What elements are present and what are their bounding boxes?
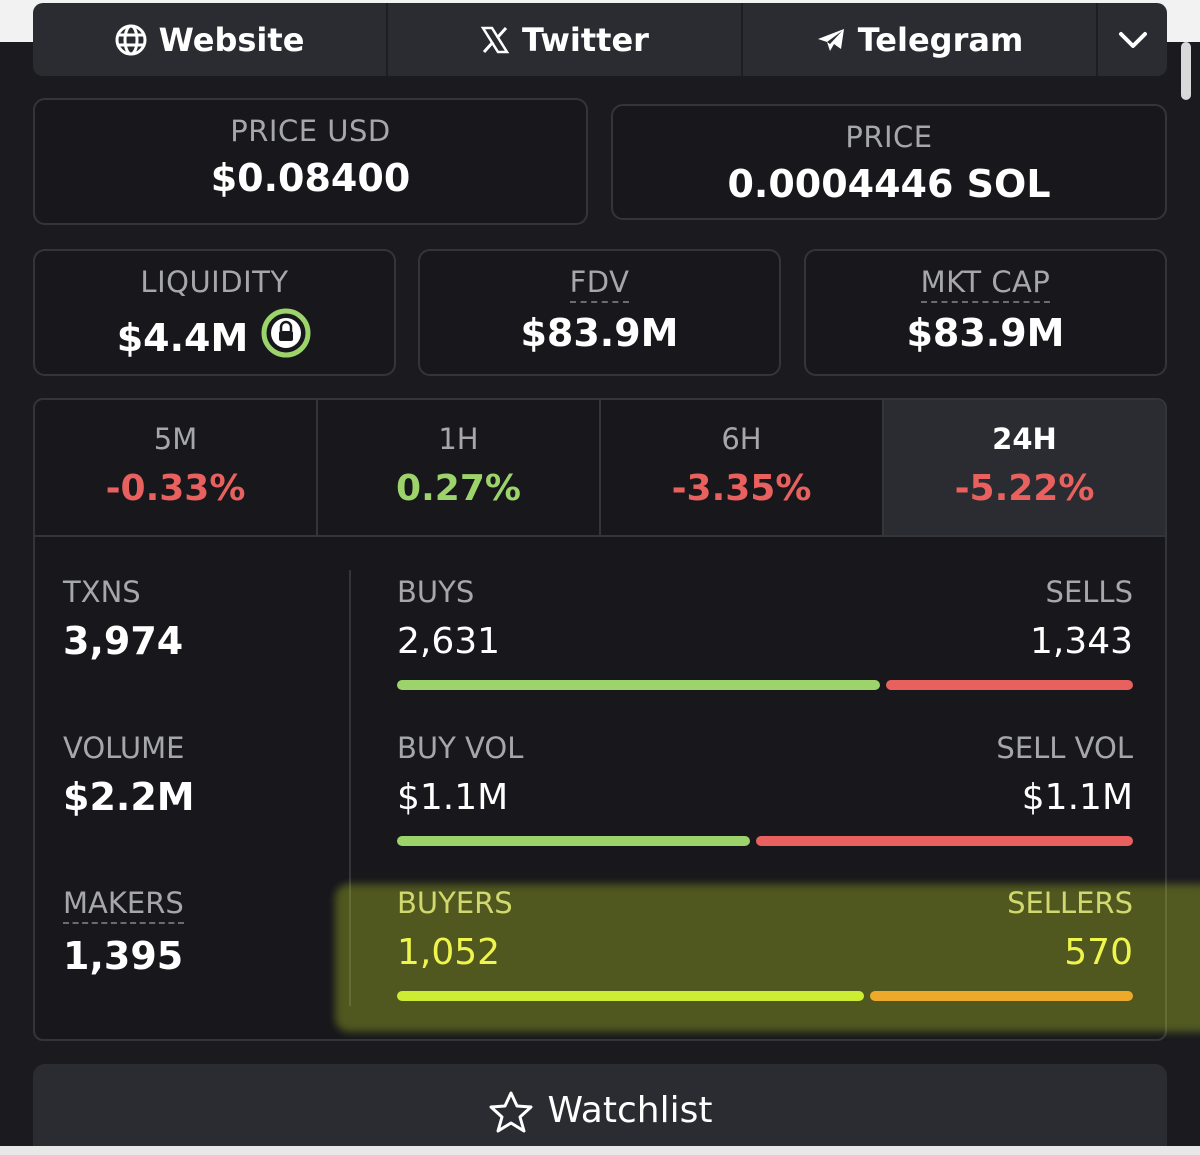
makers-value: 1,395 xyxy=(63,934,184,978)
tab-6h-label: 6H xyxy=(721,422,762,456)
tab-1h[interactable]: 1H 0.27% xyxy=(318,400,601,535)
buy-vol-bar xyxy=(397,836,750,846)
telegram-link-label: Telegram xyxy=(857,20,1024,59)
watchlist-button[interactable]: Watchlist xyxy=(33,1064,1167,1155)
sells-label: SELLS xyxy=(1045,575,1133,609)
watchlist-label: Watchlist xyxy=(547,1090,713,1131)
fdv-label: FDV xyxy=(569,265,630,303)
buy-vol-value: $1.1M xyxy=(397,777,509,818)
social-links-bar: Website Twitter Telegram xyxy=(33,3,1167,76)
buyers-bar xyxy=(397,991,865,1001)
fdv-value: $83.9M xyxy=(520,311,679,355)
price-usd-label: PRICE USD xyxy=(230,114,391,148)
mkt-cap-card[interactable]: MKT CAP $83.9M xyxy=(804,249,1167,376)
stats-panel: 5M -0.33% 1H 0.27% 6H -3.35% 24H -5.22% … xyxy=(33,398,1167,1041)
makers-metric[interactable]: MAKERS 1,395 xyxy=(63,886,184,978)
sells-bar xyxy=(886,680,1133,690)
buyers-sellers-row: BUYERS SELLERS 1,052 570 xyxy=(397,886,1133,1001)
txns-label: TXNS xyxy=(63,575,141,609)
globe-icon xyxy=(115,24,147,56)
price-sol-label: PRICE xyxy=(845,120,933,154)
telegram-link[interactable]: Telegram xyxy=(743,3,1098,76)
txns-value: 3,974 xyxy=(63,619,184,663)
tab-24h-label: 24H xyxy=(992,422,1057,456)
mkt-cap-label: MKT CAP xyxy=(920,265,1051,303)
sellers-bar xyxy=(870,991,1133,1001)
lock-icon[interactable] xyxy=(260,307,312,368)
liquidity-label: LIQUIDITY xyxy=(140,265,289,299)
twitter-link-label: Twitter xyxy=(522,20,649,59)
tab-6h-change: -3.35% xyxy=(671,468,812,509)
tab-24h[interactable]: 24H -5.22% xyxy=(884,400,1165,535)
volume-ratio-bar xyxy=(397,836,1133,846)
tab-5m-label: 5M xyxy=(153,422,198,456)
sell-vol-value: $1.1M xyxy=(1021,777,1133,818)
buyers-label: BUYERS xyxy=(397,886,513,920)
volume-metric: VOLUME $2.2M xyxy=(63,731,195,819)
website-link-label: Website xyxy=(158,20,305,59)
buys-bar xyxy=(397,680,881,690)
volume-label: VOLUME xyxy=(63,731,185,765)
buys-value: 2,631 xyxy=(397,621,501,662)
browser-bottom-strip xyxy=(0,1146,1200,1155)
buyers-value: 1,052 xyxy=(397,932,501,973)
fdv-card[interactable]: FDV $83.9M xyxy=(418,249,781,376)
sell-vol-bar xyxy=(755,836,1133,846)
tab-1h-label: 1H xyxy=(438,422,479,456)
tab-5m-change: -0.33% xyxy=(105,468,246,509)
price-usd-value: $0.08400 xyxy=(210,156,411,200)
mkt-cap-value: $83.9M xyxy=(906,311,1065,355)
buys-sells-ratio-bar xyxy=(397,680,1133,690)
chevron-down-icon xyxy=(1118,30,1148,50)
price-usd-card: PRICE USD $0.08400 xyxy=(33,98,588,225)
scrollbar-thumb[interactable] xyxy=(1181,42,1191,100)
buys-sells-row: BUYS SELLS 2,631 1,343 xyxy=(397,575,1133,690)
tab-24h-change: -5.22% xyxy=(954,468,1095,509)
price-sol-value: 0.0004446 SOL xyxy=(727,162,1051,206)
telegram-icon xyxy=(816,27,846,53)
buys-label: BUYS xyxy=(397,575,475,609)
tab-5m[interactable]: 5M -0.33% xyxy=(35,400,318,535)
sells-value: 1,343 xyxy=(1029,621,1133,662)
liquidity-value: $4.4M xyxy=(116,315,249,360)
price-sol-card: PRICE 0.0004446 SOL xyxy=(611,104,1167,220)
buy-sell-volume-row: BUY VOL SELL VOL $1.1M $1.1M xyxy=(397,731,1133,846)
sell-vol-label: SELL VOL xyxy=(996,731,1133,765)
txns-metric: TXNS 3,974 xyxy=(63,575,183,663)
tab-1h-change: 0.27% xyxy=(396,468,521,509)
volume-value: $2.2M xyxy=(63,775,195,819)
twitter-link[interactable]: Twitter xyxy=(388,3,743,76)
more-links-button[interactable] xyxy=(1098,3,1167,76)
makers-label: MAKERS xyxy=(63,886,184,924)
star-icon xyxy=(488,1090,534,1143)
website-link[interactable]: Website xyxy=(33,3,388,76)
liquidity-card: LIQUIDITY $4.4M xyxy=(33,249,396,376)
x-logo-icon xyxy=(480,25,510,55)
sellers-label: SELLERS xyxy=(1007,886,1133,920)
column-divider xyxy=(349,570,351,1006)
timeframe-tabs: 5M -0.33% 1H 0.27% 6H -3.35% 24H -5.22% xyxy=(35,400,1165,537)
sellers-value: 570 xyxy=(1064,932,1133,973)
tab-6h[interactable]: 6H -3.35% xyxy=(601,400,884,535)
buy-vol-label: BUY VOL xyxy=(397,731,524,765)
buyers-sellers-ratio-bar xyxy=(397,991,1133,1001)
